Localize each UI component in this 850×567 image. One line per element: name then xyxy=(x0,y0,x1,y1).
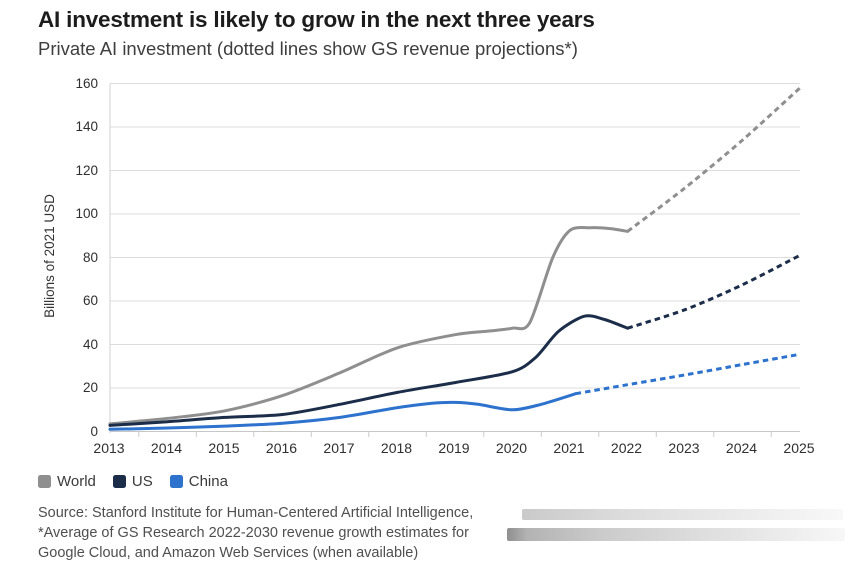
y-tick-label-160: 160 xyxy=(75,75,98,91)
china-actual-line xyxy=(108,392,578,431)
x-tick-label-2016: 2016 xyxy=(265,440,298,456)
legend-swatch-us xyxy=(112,475,126,488)
x-tick-label-2015: 2015 xyxy=(208,440,240,456)
y-tick-label-120: 120 xyxy=(75,162,98,178)
us-actual-line xyxy=(108,314,629,427)
legend-label: World xyxy=(57,473,96,490)
y-tick-label-0: 0 xyxy=(90,423,98,439)
source-line-2: *Average of GS Research 2022-2030 revenu… xyxy=(38,525,469,541)
chart-subtitle: Private AI investment (dotted lines show… xyxy=(38,38,578,59)
x-tick-label-2019: 2019 xyxy=(438,440,470,456)
legend-label: US xyxy=(131,473,153,490)
y-tick-label-20: 20 xyxy=(82,380,98,395)
x-tick-label-2024: 2024 xyxy=(725,440,758,456)
source-note: Source: Stanford Institute for Human-Cen… xyxy=(38,503,473,563)
redaction-smudge xyxy=(522,509,843,520)
world-projection-line xyxy=(626,86,802,233)
redaction-smudge xyxy=(507,528,845,541)
chart-header: AI investment is likely to grow in the n… xyxy=(38,6,595,60)
x-tick-label-2020: 2020 xyxy=(495,440,528,456)
legend-item-china: China xyxy=(169,473,228,490)
source-line-1: Source: Stanford Institute for Human-Cen… xyxy=(38,505,474,521)
legend-swatch-china xyxy=(169,475,183,488)
legend-swatch-world xyxy=(38,475,51,488)
y-tick-label-100: 100 xyxy=(75,206,98,221)
source-line-3: Google Cloud, and Amazon Web Services (w… xyxy=(38,545,419,561)
x-tick-label-2022: 2022 xyxy=(610,440,643,456)
x-tick-label-2017: 2017 xyxy=(323,440,355,456)
x-tick-label-2013: 2013 xyxy=(93,440,125,456)
legend-label: China xyxy=(188,473,228,490)
y-tick-label-140: 140 xyxy=(75,119,98,134)
line-chart-plot xyxy=(108,83,802,437)
world-actual-line xyxy=(108,226,629,426)
legend-item-world: World xyxy=(38,473,96,490)
x-tick-label-2014: 2014 xyxy=(150,440,183,456)
us-projection-line xyxy=(627,253,801,330)
chart-legend: World US China xyxy=(38,473,228,490)
chart-title: AI investment is likely to grow in the n… xyxy=(38,7,595,32)
y-tick-label-40: 40 xyxy=(82,336,98,352)
x-tick-label-2021: 2021 xyxy=(553,440,585,456)
x-tick-label-2025: 2025 xyxy=(783,440,815,456)
x-tick-label-2023: 2023 xyxy=(668,440,700,456)
x-tick-label-2018: 2018 xyxy=(380,440,413,456)
legend-item-us: US xyxy=(112,473,153,490)
y-tick-label-60: 60 xyxy=(82,293,98,308)
y-tick-label-80: 80 xyxy=(82,249,98,265)
